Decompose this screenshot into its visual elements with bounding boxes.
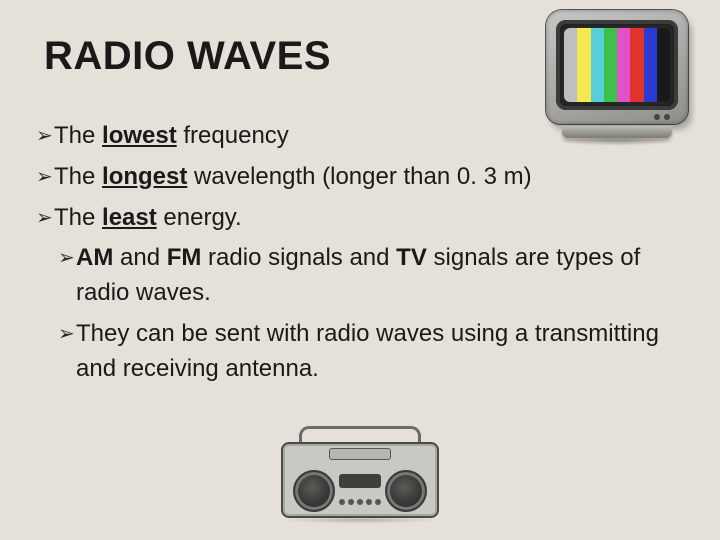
color-bar-8 [657,28,670,102]
tv-button-2 [664,114,670,120]
tv-body [546,10,688,124]
text: radio signals and [208,244,389,271]
boombox-tape [339,474,381,488]
bullet-2-text: The longest wavelength (longer than 0. 3… [54,160,684,195]
boombox-knob [366,499,372,505]
emphasis: AM [76,244,113,271]
bullet-arrow-icon: ➢ [36,163,54,192]
tv-bezel [556,20,678,110]
boombox-speaker-right [385,470,427,512]
bullet-2: ➢ The longest wavelength (longer than 0.… [36,160,684,195]
boombox-body [281,442,439,518]
subbullet-2: ➢ They can be sent with radio waves usin… [58,317,684,387]
text: wavelength (longer than 0. 3 m) [194,163,532,190]
text: energy. [163,204,241,231]
bullet-arrow-icon: ➢ [36,204,54,233]
text: and [120,244,160,271]
bullet-arrow-icon: ➢ [58,320,76,349]
emphasis: longest [102,163,187,190]
text: The [54,122,95,149]
color-bar-6 [630,28,643,102]
bullet-3: ➢ The least energy. [36,201,684,236]
boombox-knob [357,499,363,505]
color-bar-5 [617,28,630,102]
tv-button-1 [654,114,660,120]
boombox-display [329,448,391,460]
boombox-knob [348,499,354,505]
emphasis: lowest [102,122,177,149]
tv-screen [564,28,670,102]
boombox-controls [339,492,381,512]
boombox-knob [339,499,345,505]
text: The [54,163,95,190]
emphasis: TV [396,244,427,271]
boombox-knob [375,499,381,505]
subbullet-1-text: AM and FM radio signals and TV signals a… [76,241,684,311]
color-bar-2 [577,28,590,102]
subbullet-2-text: They can be sent with radio waves using … [76,317,684,387]
color-bar-3 [591,28,604,102]
color-bar-4 [604,28,617,102]
bullet-arrow-icon: ➢ [36,122,54,151]
tv-base [562,126,672,138]
text: The [54,204,95,231]
text: frequency [183,122,288,149]
color-bar-7 [644,28,657,102]
color-bar-1 [564,28,577,102]
subbullet-1: ➢ AM and FM radio signals and TV signals… [58,241,684,311]
emphasis: least [102,204,157,231]
tv-illustration [542,8,692,148]
boombox-illustration [275,426,445,524]
bullet-list: ➢ The lowest frequency ➢ The longest wav… [36,119,684,387]
bullet-arrow-icon: ➢ [58,244,76,273]
slide: RADIO WAVES ➢ [0,0,720,540]
boombox-speaker-left [293,470,335,512]
emphasis: FM [167,244,202,271]
bullet-3-text: The least energy. [54,201,684,236]
